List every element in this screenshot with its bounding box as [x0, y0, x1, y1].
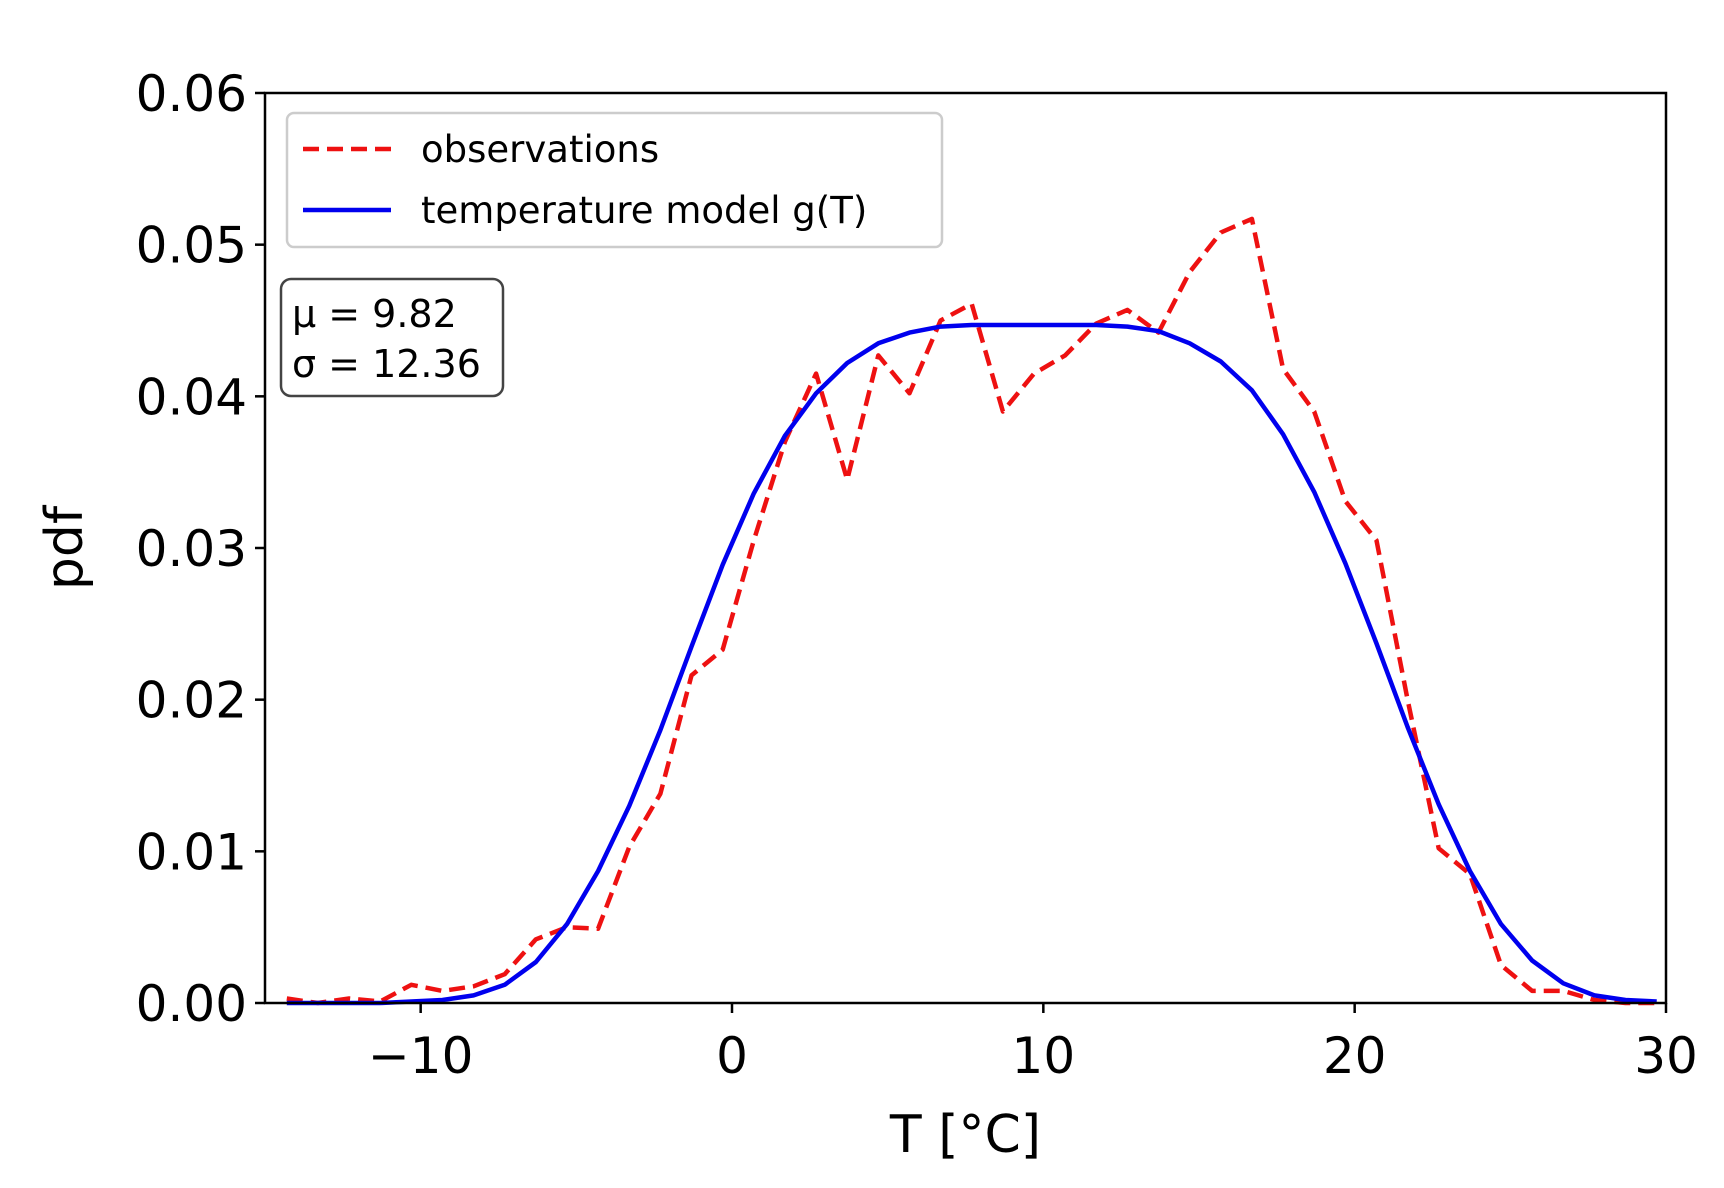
stats-box [279, 277, 505, 398]
x-tick-label: −10 [368, 1027, 474, 1085]
y-tick-label: 0.02 [136, 672, 247, 730]
x-axis-label: T [°C] [889, 1105, 1041, 1165]
x-tick-label: 30 [1634, 1027, 1698, 1085]
series-line-temperature-model [286, 322, 1657, 1006]
x-tick-label: 10 [1012, 1027, 1076, 1085]
y-tick-label: 0.04 [136, 368, 247, 426]
legend-label-observations: observations [421, 128, 659, 171]
x-axis: −10 0 10 20 30 [368, 1003, 1698, 1085]
stats-sigma: σ = 12.36 [292, 342, 481, 386]
stats-mu: μ = 9.82 [292, 292, 457, 336]
x-tick-label: 0 [716, 1027, 748, 1085]
y-tick-label: 0.05 [136, 217, 247, 275]
y-tick-label: 0.03 [136, 520, 247, 578]
series-layer [286, 216, 1657, 1006]
series-line-observations [286, 216, 1657, 1006]
y-axis: 0.00 0.01 0.02 0.03 0.04 0.05 0.06 [136, 65, 265, 1033]
stats-annotation: μ = 9.82 σ = 12.36 [279, 277, 505, 398]
y-tick-label: 0.06 [136, 65, 247, 123]
y-axis-label: pdf [35, 504, 95, 590]
legend: observations temperature model g(T) [285, 111, 944, 249]
y-tick-label: 0.00 [136, 975, 247, 1033]
legend-label-temperature-model: temperature model g(T) [421, 189, 867, 232]
y-tick-label: 0.01 [136, 823, 247, 881]
legend-box [285, 111, 944, 249]
x-tick-label: 20 [1323, 1027, 1387, 1085]
